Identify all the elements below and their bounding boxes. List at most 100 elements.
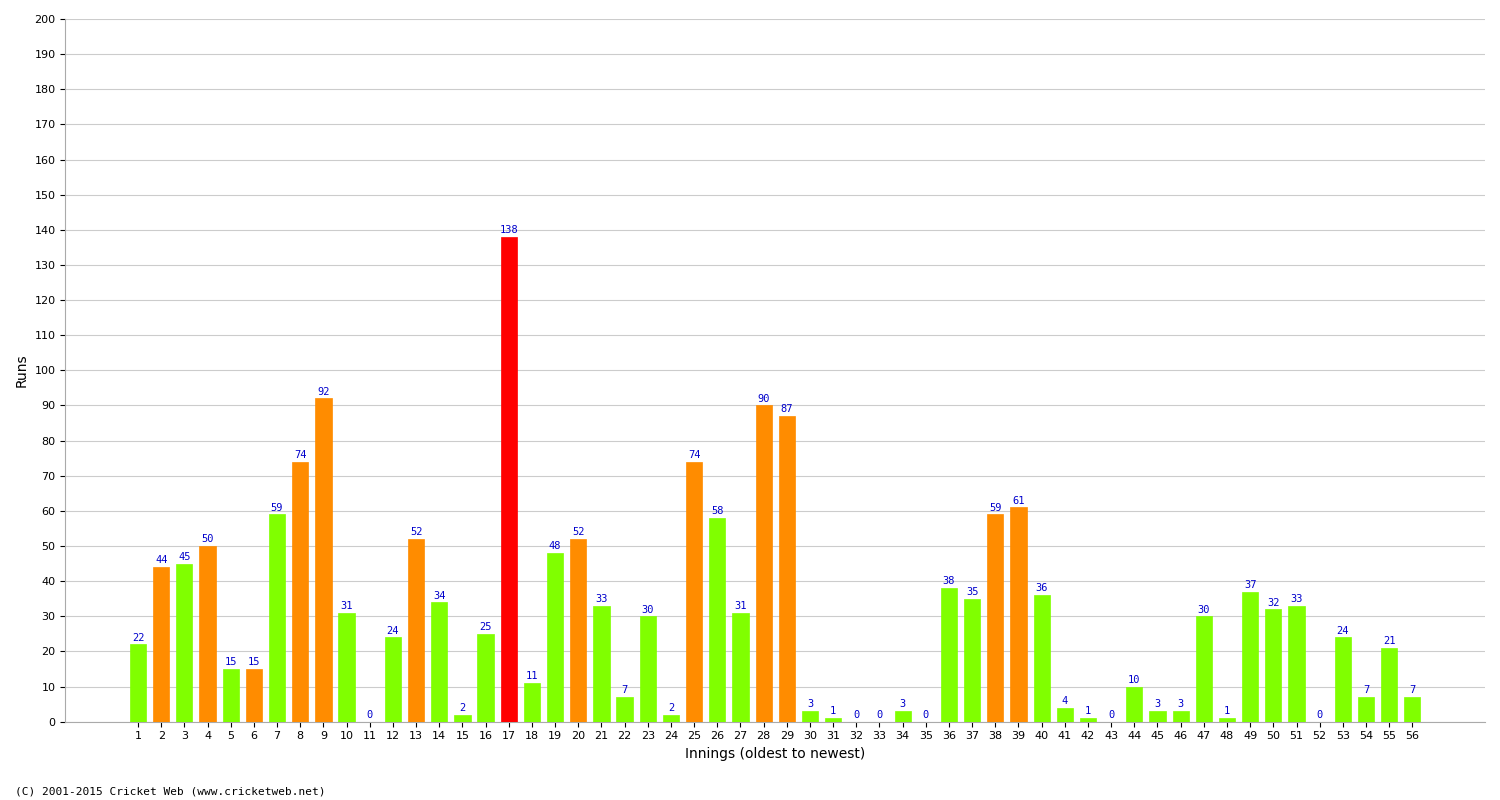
Bar	[570, 539, 586, 722]
Bar	[639, 616, 656, 722]
Bar	[386, 638, 400, 722]
Text: 31: 31	[734, 601, 747, 611]
Text: 32: 32	[1268, 598, 1280, 607]
Bar	[1220, 718, 1234, 722]
Bar	[548, 553, 562, 722]
Bar	[616, 697, 633, 722]
Text: 74: 74	[294, 450, 306, 460]
Text: 7: 7	[1364, 686, 1370, 695]
Bar	[663, 714, 680, 722]
Bar	[454, 714, 471, 722]
Text: 1: 1	[1084, 706, 1090, 717]
Bar	[1149, 711, 1166, 722]
Text: 61: 61	[1013, 496, 1025, 506]
Text: 3: 3	[1155, 699, 1161, 710]
Bar	[200, 546, 216, 722]
Text: 59: 59	[272, 502, 284, 513]
Text: 38: 38	[942, 577, 956, 586]
Text: 2: 2	[459, 703, 465, 713]
Bar	[1196, 616, 1212, 722]
Text: 87: 87	[780, 404, 794, 414]
Bar	[1264, 610, 1281, 722]
Text: 30: 30	[1197, 605, 1210, 614]
Text: 0: 0	[853, 710, 859, 720]
Text: 0: 0	[1108, 710, 1114, 720]
X-axis label: Innings (oldest to newest): Innings (oldest to newest)	[686, 747, 865, 761]
Bar	[268, 514, 285, 722]
Text: 2: 2	[668, 703, 674, 713]
Text: 44: 44	[154, 555, 168, 566]
Text: (C) 2001-2015 Cricket Web (www.cricketweb.net): (C) 2001-2015 Cricket Web (www.cricketwe…	[15, 786, 326, 796]
Bar	[477, 634, 494, 722]
Text: 22: 22	[132, 633, 144, 642]
Text: 24: 24	[387, 626, 399, 636]
Bar	[339, 613, 354, 722]
Text: 10: 10	[1128, 675, 1140, 685]
Text: 0: 0	[1317, 710, 1323, 720]
Text: 3: 3	[807, 699, 813, 710]
Bar	[732, 613, 748, 722]
Bar	[153, 567, 170, 722]
Text: 36: 36	[1035, 583, 1048, 594]
Text: 30: 30	[642, 605, 654, 614]
Bar	[130, 645, 146, 722]
Bar	[524, 683, 540, 722]
Text: 31: 31	[340, 601, 352, 611]
Bar	[802, 711, 818, 722]
Text: 138: 138	[500, 225, 517, 235]
Text: 1: 1	[1224, 706, 1230, 717]
Text: 3: 3	[1178, 699, 1184, 710]
Bar	[894, 711, 910, 722]
Text: 58: 58	[711, 506, 723, 516]
Text: 4: 4	[1062, 696, 1068, 706]
Bar	[315, 398, 332, 722]
Bar	[1242, 592, 1258, 722]
Bar	[1080, 718, 1096, 722]
Bar	[1335, 638, 1352, 722]
Y-axis label: Runs: Runs	[15, 354, 28, 387]
Text: 74: 74	[688, 450, 700, 460]
Text: 15: 15	[225, 658, 237, 667]
Bar	[825, 718, 842, 722]
Bar	[964, 598, 981, 722]
Bar	[1056, 708, 1072, 722]
Bar	[710, 518, 726, 722]
Text: 0: 0	[366, 710, 374, 720]
Bar	[940, 588, 957, 722]
Text: 59: 59	[988, 502, 1002, 513]
Text: 92: 92	[316, 386, 330, 397]
Text: 52: 52	[410, 527, 423, 538]
Bar	[778, 416, 795, 722]
Bar	[756, 406, 771, 722]
Text: 0: 0	[876, 710, 882, 720]
Text: 7: 7	[621, 686, 627, 695]
Bar	[222, 669, 238, 722]
Text: 35: 35	[966, 587, 978, 597]
Bar	[408, 539, 424, 722]
Text: 3: 3	[900, 699, 906, 710]
Bar	[1011, 507, 1026, 722]
Text: 0: 0	[922, 710, 928, 720]
Text: 37: 37	[1244, 580, 1257, 590]
Text: 33: 33	[1290, 594, 1304, 604]
Bar	[292, 462, 309, 722]
Bar	[686, 462, 702, 722]
Text: 24: 24	[1336, 626, 1348, 636]
Text: 33: 33	[596, 594, 608, 604]
Bar	[1404, 697, 1420, 722]
Text: 11: 11	[525, 671, 538, 682]
Bar	[501, 237, 518, 722]
Text: 34: 34	[433, 590, 445, 601]
Text: 50: 50	[201, 534, 214, 544]
Text: 21: 21	[1383, 636, 1395, 646]
Text: 48: 48	[549, 542, 561, 551]
Bar	[1288, 606, 1305, 722]
Bar	[987, 514, 1004, 722]
Bar	[1126, 686, 1143, 722]
Bar	[1034, 595, 1050, 722]
Text: 7: 7	[1408, 686, 1416, 695]
Text: 45: 45	[178, 552, 190, 562]
Bar	[246, 669, 262, 722]
Bar	[1358, 697, 1374, 722]
Text: 52: 52	[572, 527, 585, 538]
